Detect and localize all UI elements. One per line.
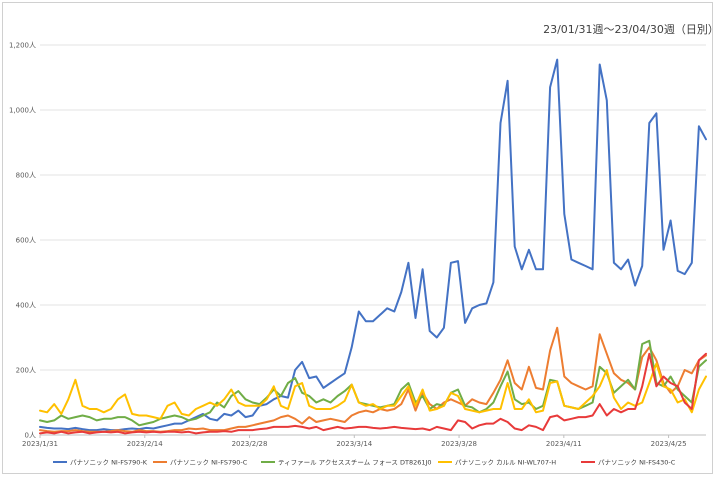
- legend: パナソニック NI-FS790-K パナソニック NI-FS790-C ティファール…: [53, 459, 676, 467]
- y-tick-label: 400人: [16, 302, 36, 310]
- legend-label: パナソニック カルル NI-WL707-H: [455, 459, 556, 467]
- series-line-4: [39, 362, 707, 420]
- x-axis-ticks: 2023/1/31 2023/2/14 2023/2/28 2023/3/14 2023…: [22, 435, 687, 448]
- y-tick-label: 200人: [16, 367, 36, 375]
- y-tick-label: 1,200人: [9, 42, 36, 50]
- y-tick-label: 1,000人: [9, 107, 36, 115]
- legend-label: ティファール アクセススチーム フォース DT8261J0: [278, 459, 432, 467]
- y-tick-label: 600人: [16, 237, 36, 245]
- legend-label: パナソニック NI-FS430-C: [598, 459, 676, 467]
- x-tick-label: 2023/4/11: [546, 440, 582, 448]
- legend-label: パナソニック NI-FS790-C: [170, 459, 248, 467]
- x-tick-label: 2023/3/14: [336, 440, 372, 448]
- y-tick-label: 800人: [16, 172, 36, 180]
- chart-title: 23/01/31週～23/04/30週（日別）: [543, 23, 712, 36]
- gridlines: [40, 44, 706, 436]
- x-tick-label: 2023/2/28: [232, 440, 268, 448]
- line-chart: 23/01/31週～23/04/30週（日別） 0人 200人 400人 600人 80…: [9, 23, 712, 467]
- y-tick-label: 0人: [25, 432, 36, 440]
- series-line-1: [39, 58, 707, 432]
- legend-label: パナソニック NI-FS790-K: [70, 459, 148, 467]
- series-lines: [39, 58, 707, 435]
- series-line-3: [39, 339, 707, 427]
- series-line-5: [39, 352, 707, 435]
- x-tick-label: 2023/2/14: [127, 440, 163, 448]
- x-tick-label: 2023/4/25: [651, 440, 687, 448]
- x-tick-label: 2023/3/28: [441, 440, 477, 448]
- y-axis-ticks: 0人 200人 400人 600人 800人 1,000人 1,200人: [9, 42, 36, 440]
- x-tick-label: 2023/1/31: [22, 440, 58, 448]
